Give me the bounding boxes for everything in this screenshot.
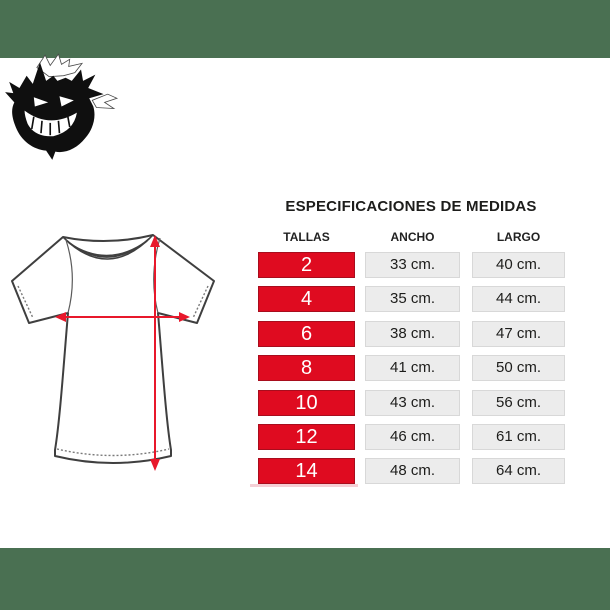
width-arrow-icon [55, 312, 190, 322]
table-row: 10 43 cm. 56 cm. [255, 390, 567, 416]
size-cell: 10 [258, 390, 355, 416]
table-row: 8 41 cm. 50 cm. [255, 355, 567, 381]
size-cell: 2 [258, 252, 355, 278]
tshirt-collar [62, 234, 154, 260]
column-header-largo: LARGO [496, 230, 541, 244]
length-cell: 61 cm. [472, 424, 565, 450]
table-title: ESPECIFICACIONES DE MEDIDAS [285, 198, 537, 215]
length-cell: 47 cm. [472, 321, 565, 347]
table-row: 2 33 cm. 40 cm. [255, 252, 567, 278]
length-cell: 44 cm. [472, 286, 565, 312]
table-row: 6 38 cm. 47 cm. [255, 321, 567, 347]
width-cell: 33 cm. [365, 252, 460, 278]
width-cell: 38 cm. [365, 321, 460, 347]
width-cell: 41 cm. [365, 355, 460, 381]
gengar-teeth-lines [30, 115, 71, 136]
table-row: 4 35 cm. 44 cm. [255, 286, 567, 312]
tshirt-outline [11, 234, 215, 464]
gengar-body [5, 62, 104, 160]
width-cell: 43 cm. [365, 390, 460, 416]
faded-row-edge [250, 484, 358, 487]
tshirt-diagram [11, 234, 215, 471]
width-cell: 35 cm. [365, 286, 460, 312]
white-burst-right [91, 93, 119, 110]
table-row: 14 48 cm. 64 cm. [255, 458, 567, 484]
length-arrow-icon [150, 235, 160, 471]
length-cell: 64 cm. [472, 458, 565, 484]
table-row: 12 46 cm. 61 cm. [255, 424, 567, 450]
bottom-green-band [0, 548, 610, 610]
width-cell: 46 cm. [365, 424, 460, 450]
size-cell: 4 [258, 286, 355, 312]
size-cell: 14 [258, 458, 355, 484]
size-cell: 12 [258, 424, 355, 450]
column-header-tallas: TALLAS [283, 230, 330, 244]
size-cell: 6 [258, 321, 355, 347]
column-header-ancho: ANCHO [390, 230, 435, 244]
size-spec-table: ESPECIFICACIONES DE MEDIDAS TALLAS ANCHO… [255, 196, 567, 491]
length-cell: 56 cm. [472, 390, 565, 416]
length-cell: 40 cm. [472, 252, 565, 278]
top-green-band [0, 0, 610, 58]
white-burst-top [36, 53, 84, 78]
size-cell: 8 [258, 355, 355, 381]
gengar-icon [5, 53, 119, 160]
length-cell: 50 cm. [472, 355, 565, 381]
gengar-right-eye [59, 96, 74, 107]
width-cell: 48 cm. [365, 458, 460, 484]
tshirt-stitching [17, 285, 209, 457]
gengar-left-eye [33, 97, 49, 107]
